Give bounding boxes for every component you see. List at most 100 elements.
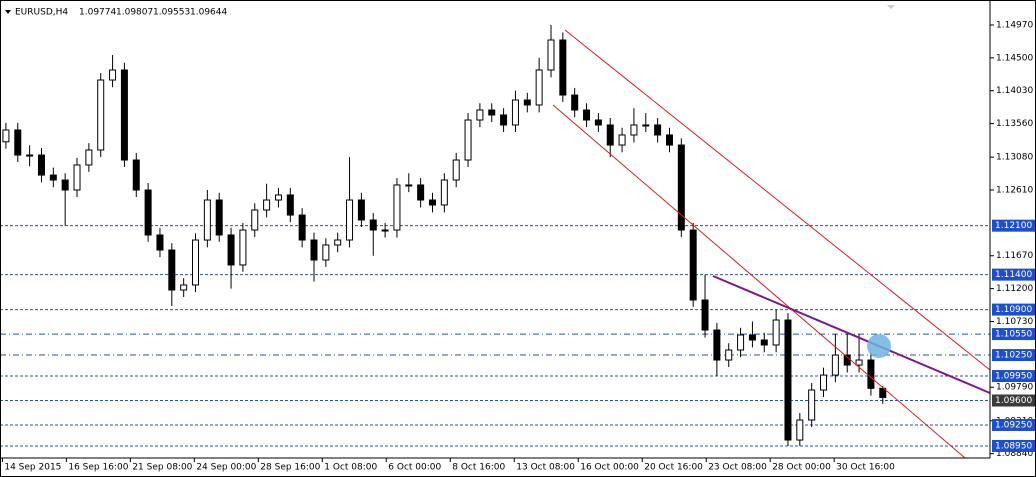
candle-body: [97, 79, 105, 151]
candle-body: [381, 229, 389, 232]
candle-body: [535, 69, 543, 106]
candle-body: [855, 359, 863, 366]
candle-body: [808, 389, 816, 421]
level-label-box: [992, 219, 1035, 232]
candle-body: [500, 114, 508, 126]
time-axis-area: [0, 458, 1036, 477]
axis-labels: 1.14970 1.14500 1.14030 1.13560 1.13080 1.126…: [1, 20, 1035, 473]
symbol-label: EURUSD,H4: [15, 8, 68, 18]
candle-body: [334, 239, 342, 246]
candle-body: [274, 194, 282, 201]
y-tick-label: 1.09790: [996, 383, 1033, 393]
candle-body: [796, 419, 804, 441]
x-tick-label: 16 Sep 16:00: [68, 463, 128, 473]
candle-body: [488, 109, 496, 116]
x-tick-label: 24 Sep 00:00: [196, 463, 256, 473]
y-tick-label: 1.14030: [996, 86, 1033, 96]
candle-body: [618, 134, 626, 146]
level-label-box: [992, 303, 1035, 316]
x-tick-label: 16 Oct 00:00: [580, 463, 639, 473]
candle-body: [393, 184, 401, 231]
y-tick-label: 1.11200: [996, 284, 1033, 294]
candle-body: [748, 334, 756, 341]
candle-body: [665, 134, 673, 146]
candle-body: [559, 39, 567, 96]
x-tick-label: 1 Oct 08:00: [324, 463, 377, 473]
level-label: 1.10550: [995, 330, 1032, 340]
candle-body: [73, 164, 81, 191]
candle-body: [120, 69, 128, 161]
x-tick-label: 23 Oct 08:00: [708, 463, 767, 473]
candle-body: [251, 209, 259, 231]
candle-body: [784, 319, 792, 441]
candle-body: [583, 109, 591, 121]
x-tick-label: 20 Oct 16:00: [644, 463, 703, 473]
marker-circle: [867, 334, 891, 358]
level-label: 1.10900: [995, 305, 1032, 315]
candle-body: [37, 154, 45, 176]
level-label: 1.09250: [995, 420, 1032, 430]
candle-body: [144, 189, 152, 236]
candle-body: [820, 374, 828, 391]
open-value: 1.09774: [79, 8, 116, 18]
x-tick-label: 28 Oct 00:00: [772, 463, 831, 473]
candle-body: [369, 219, 377, 231]
candle-body: [677, 144, 685, 231]
scroll-marker: [887, 5, 895, 9]
candle-body: [725, 349, 733, 361]
plot-area: [0, 24, 990, 447]
candle-body: [61, 179, 69, 191]
x-tick-label: 13 Oct 08:00: [516, 463, 575, 473]
x-tick-label: 30 Oct 16:00: [836, 463, 895, 473]
candle-body: [642, 124, 650, 127]
candle-body: [879, 387, 887, 398]
candle-body: [310, 239, 318, 261]
candle-body: [713, 329, 721, 361]
menu-triangle[interactable]: [5, 10, 11, 14]
candle-body: [109, 69, 117, 81]
candle-body: [737, 334, 745, 351]
candle-body: [156, 234, 164, 251]
candle-body: [867, 359, 875, 389]
level-label: 1.09600: [995, 396, 1032, 406]
y-tick-label: 1.13080: [996, 153, 1033, 163]
x-tick-label: 14 Sep 2015: [4, 463, 61, 473]
candle-body: [49, 174, 57, 181]
candle-body: [180, 284, 188, 291]
candle-body: [286, 194, 294, 216]
high-value: 1.09807: [116, 8, 153, 18]
x-tick-label: 28 Sep 16:00: [260, 463, 320, 473]
y-tick-label: 1.12610: [996, 186, 1033, 196]
y-tick-label: 1.14970: [996, 20, 1033, 30]
candle-body: [405, 184, 413, 187]
y-tick-label: 1.11670: [996, 251, 1033, 261]
candle-body: [227, 234, 235, 266]
candle-body: [85, 149, 93, 166]
level-label-box: [992, 328, 1035, 341]
candle-body: [428, 199, 436, 206]
candle-body: [346, 199, 354, 241]
level-label-box: [992, 394, 1035, 407]
close-value: 1.09644: [190, 8, 227, 18]
trend-line: [712, 275, 991, 394]
candle-body: [239, 229, 247, 266]
x-tick-label: 8 Oct 16:00: [452, 463, 505, 473]
low-value: 1.09553: [153, 8, 190, 18]
channel-upper-line: [564, 29, 991, 371]
candle-body: [440, 179, 448, 206]
candle-body: [203, 199, 211, 241]
candle-body: [26, 154, 34, 157]
candle-body: [298, 214, 306, 241]
level-label-box: [992, 268, 1035, 281]
level-label-box: [992, 439, 1035, 452]
level-label-box: [992, 418, 1035, 431]
candle-body: [322, 244, 330, 261]
y-tick-label: 1.08840: [996, 449, 1033, 459]
candle-body: [630, 124, 638, 136]
candle-body: [606, 124, 614, 146]
candle-body: [192, 239, 200, 286]
level-label: 1.12100: [995, 221, 1032, 231]
candle-body: [689, 229, 697, 301]
